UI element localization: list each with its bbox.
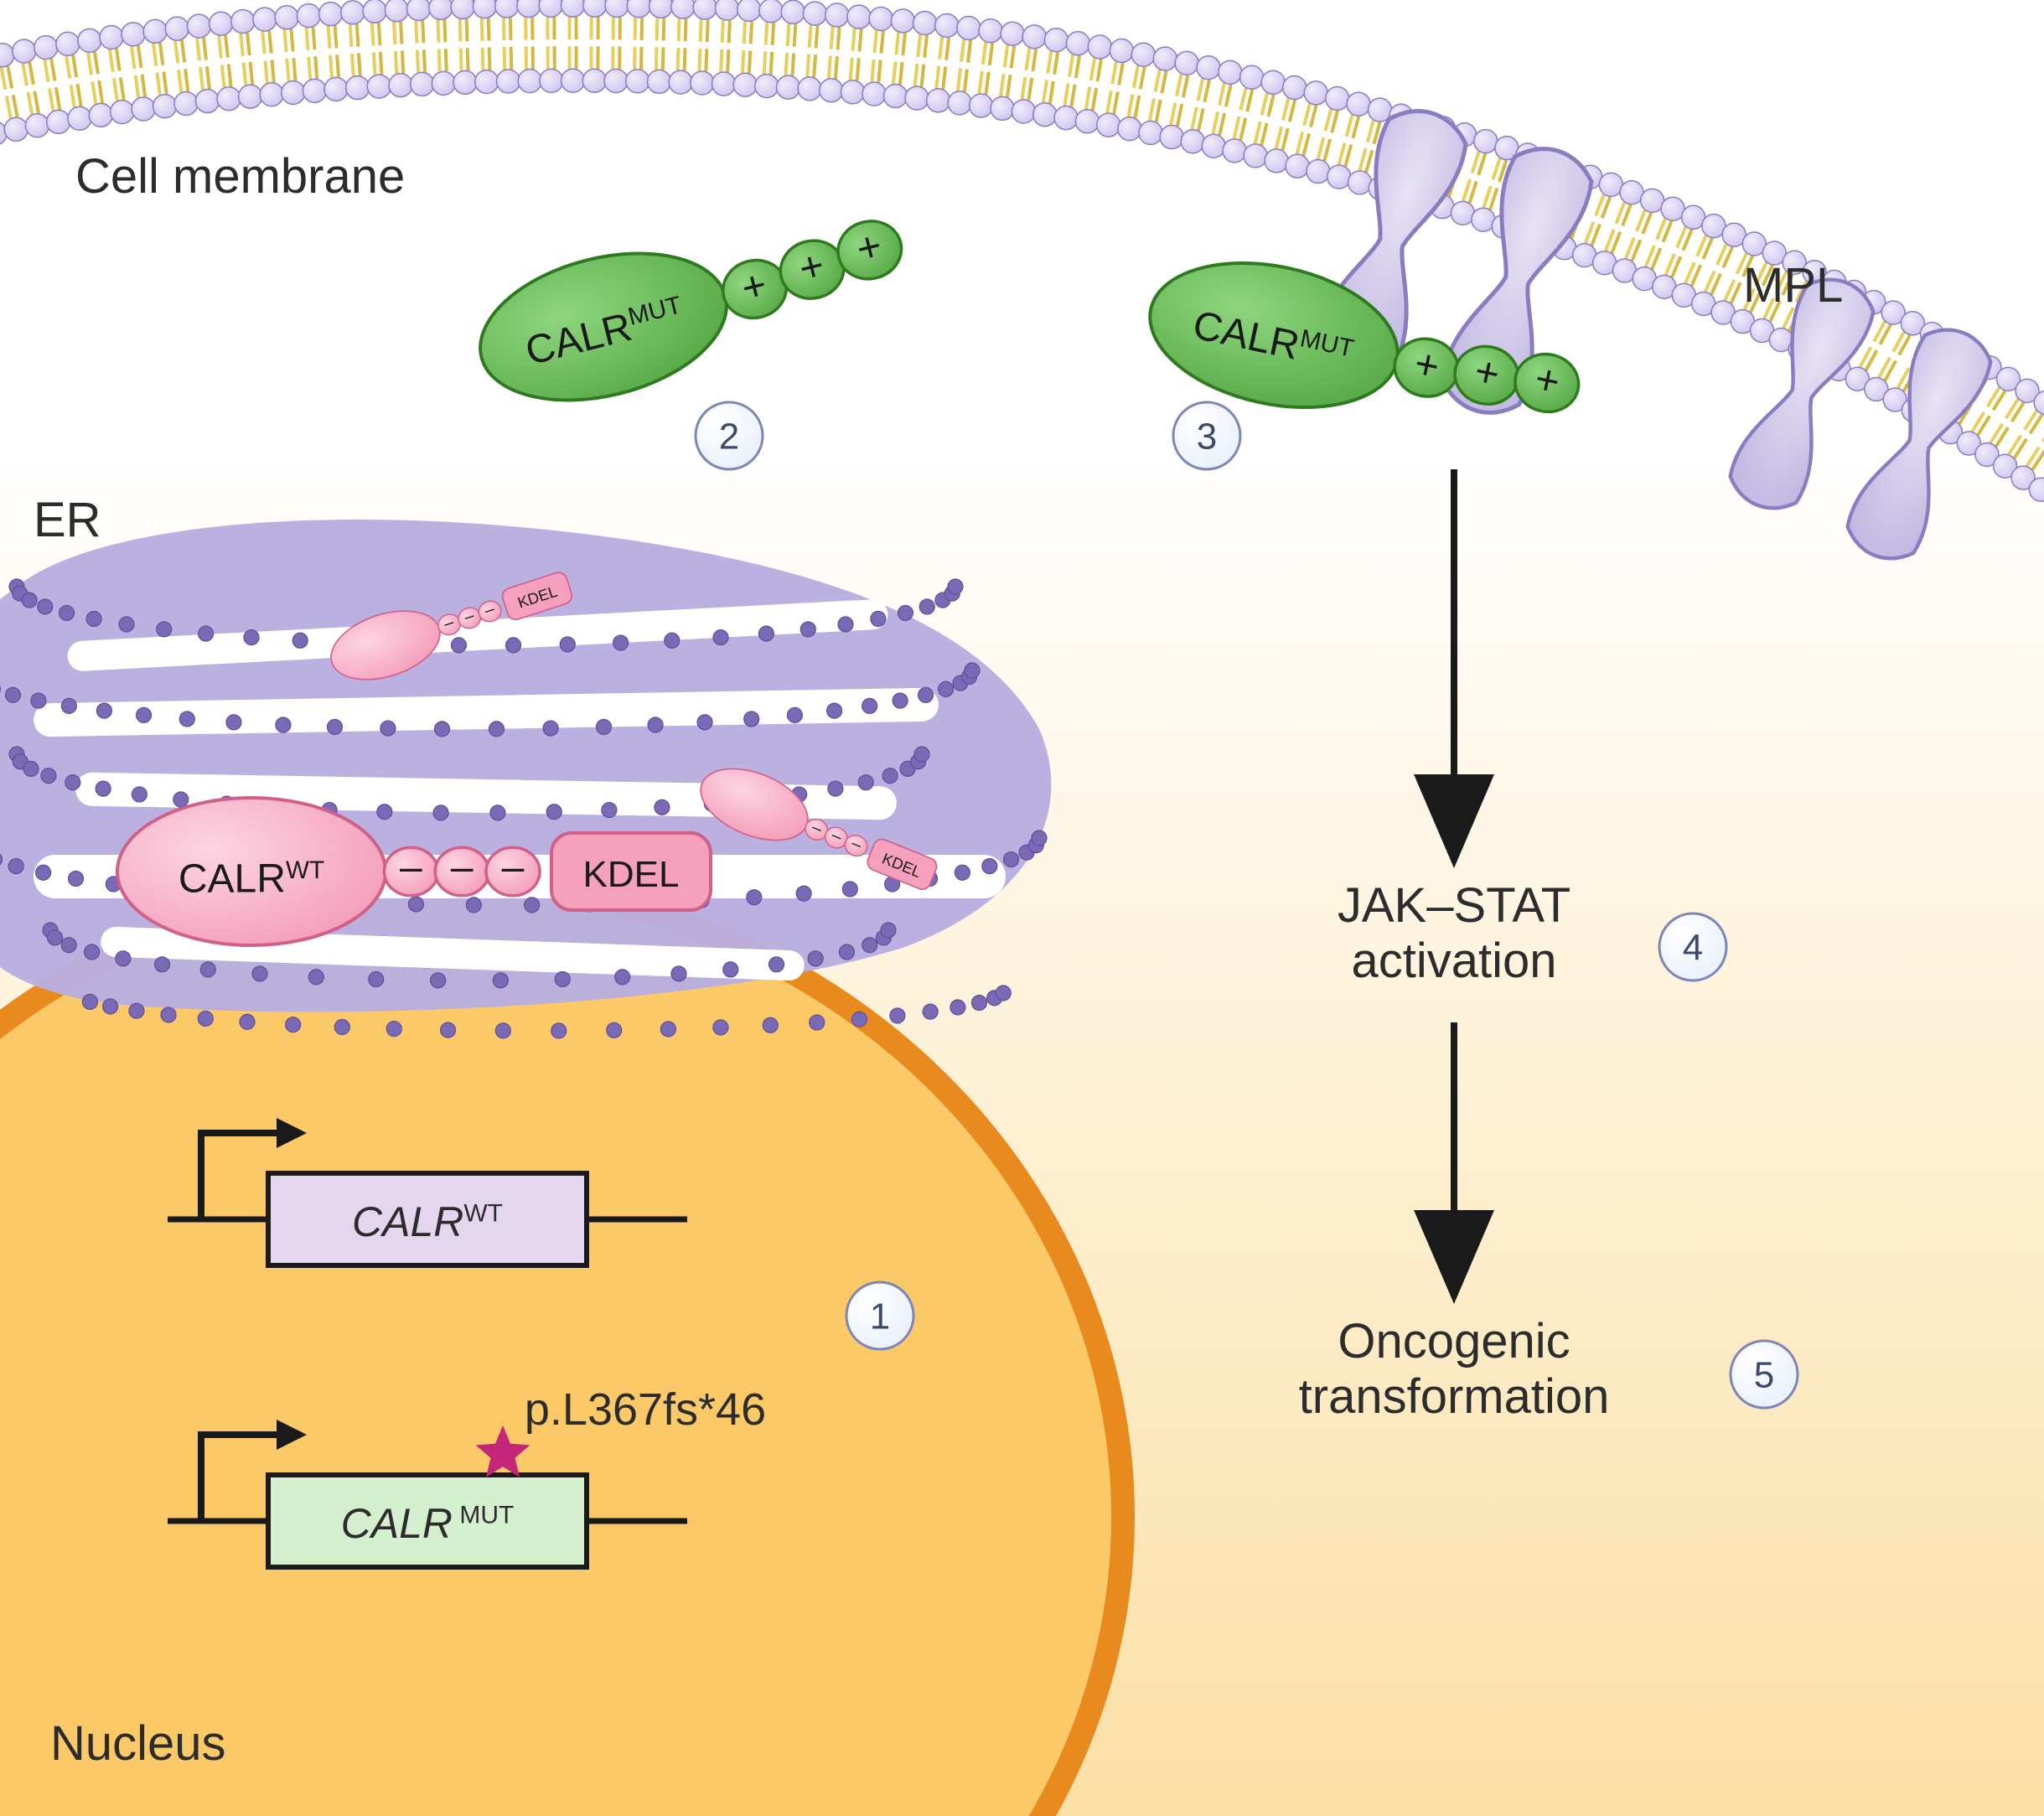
label-er: ER [34, 493, 101, 547]
svg-text:–: – [502, 845, 525, 889]
step-marker-1: 1 [846, 1282, 913, 1349]
label-oncogenic: transformation [1299, 1369, 1610, 1424]
svg-text:KDEL: KDEL [583, 854, 680, 895]
step-marker-2: 2 [696, 402, 763, 469]
label-jak-stat: activation [1351, 934, 1556, 988]
step-marker-4: 4 [1659, 913, 1726, 980]
mutation-label: p.L367fs*46 [525, 1384, 766, 1435]
svg-text:5: 5 [1754, 1354, 1774, 1395]
label-jak-stat: JAK–STAT [1338, 878, 1571, 933]
svg-text:1: 1 [870, 1296, 890, 1337]
label-oncogenic: Oncogenic [1338, 1314, 1570, 1368]
svg-text:3: 3 [1197, 416, 1217, 457]
svg-text:–: – [451, 845, 473, 889]
label-nucleus: Nucleus [50, 1716, 226, 1771]
step-marker-5: 5 [1731, 1341, 1798, 1408]
step-marker-3: 3 [1173, 402, 1240, 469]
svg-text:–: – [400, 845, 422, 889]
label-cell-membrane: Cell membrane [75, 149, 405, 204]
label-mpl: MPL [1743, 258, 1843, 313]
svg-text:2: 2 [719, 416, 739, 457]
svg-text:4: 4 [1683, 927, 1703, 968]
